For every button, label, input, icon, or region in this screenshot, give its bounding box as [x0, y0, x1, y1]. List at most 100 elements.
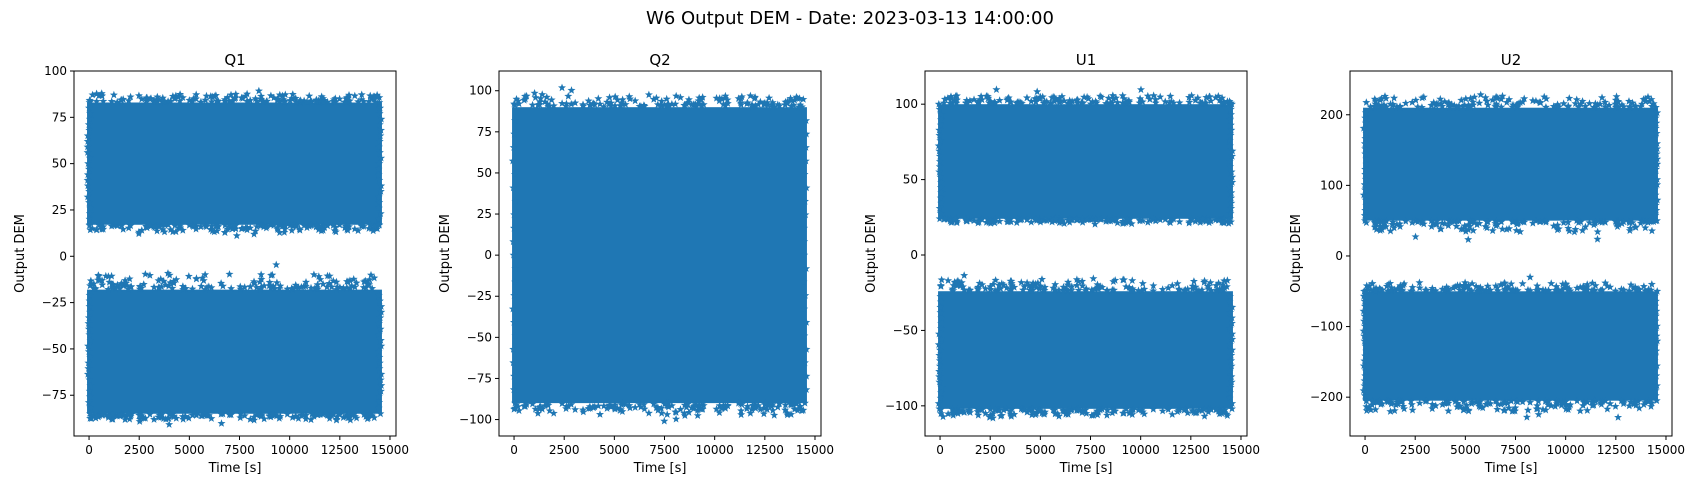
scatter-point — [1540, 92, 1549, 101]
scatter-point — [988, 413, 997, 422]
scatter-point — [1553, 220, 1562, 229]
scatter-point — [1449, 283, 1458, 292]
scatter-point — [1361, 371, 1370, 380]
scatter-point — [1226, 388, 1234, 397]
scatter-point — [1035, 284, 1044, 293]
scatter-point — [1228, 152, 1237, 160]
y-tick-label: −100 — [1310, 320, 1343, 334]
scatter-point — [85, 198, 94, 206]
scatter-point — [605, 100, 614, 108]
scatter-point — [377, 341, 386, 350]
scatter-point — [1361, 149, 1370, 158]
scatter-point — [1544, 287, 1553, 295]
scatter-point — [1220, 276, 1229, 285]
scatter-point — [1061, 284, 1070, 293]
scatter-point — [192, 274, 201, 282]
scatter-point — [1169, 215, 1178, 223]
scatter-point — [1396, 222, 1405, 230]
scatter-point — [1511, 403, 1520, 412]
scatter-point — [377, 302, 386, 310]
scatter-point — [1407, 396, 1415, 405]
scatter-point — [1204, 284, 1213, 293]
scatter-point — [1603, 404, 1612, 413]
scatter-point — [1512, 219, 1521, 228]
scatter-point — [748, 405, 756, 413]
scatter-point — [625, 92, 634, 100]
scatter-point — [98, 410, 106, 418]
scatter-point — [649, 95, 658, 103]
scatter-point — [250, 416, 259, 424]
scatter-point — [1078, 277, 1087, 285]
scatter-point — [1214, 279, 1223, 287]
scatter-point — [1468, 279, 1477, 288]
scatter-point — [940, 214, 949, 223]
scatter-point — [1123, 215, 1132, 223]
scatter-point — [90, 284, 99, 293]
scatter-point — [1526, 273, 1535, 281]
scatter-point — [1651, 311, 1660, 320]
scatter-point — [715, 96, 724, 105]
scatter-point — [1427, 216, 1436, 225]
scatter-point — [621, 100, 630, 108]
scatter-point — [156, 275, 165, 283]
scatter-point — [960, 271, 969, 279]
scatter-point — [1652, 307, 1661, 315]
scatter-point — [1483, 100, 1492, 109]
scatter-point — [522, 400, 531, 408]
scatter-point — [1505, 224, 1514, 233]
scatter-point — [243, 225, 252, 234]
scatter-band-2 — [1363, 291, 1658, 401]
scatter-point — [954, 409, 962, 417]
scatter-point — [1068, 215, 1077, 224]
scatter-point — [126, 92, 135, 101]
scatter-point — [283, 410, 292, 418]
scatter-point — [375, 159, 384, 167]
scatter-point — [1002, 404, 1011, 413]
scatter-point — [1601, 98, 1610, 106]
scatter-point — [1361, 170, 1370, 178]
scatter-point — [1614, 97, 1623, 106]
scatter-point — [1578, 97, 1587, 105]
scatter-point — [1411, 96, 1420, 104]
scatter-point — [934, 100, 943, 108]
scatter-point — [1531, 96, 1540, 105]
scatter-point — [1593, 100, 1602, 109]
scatter-point — [1651, 351, 1660, 360]
scatter-point — [1583, 398, 1592, 406]
scatter-point — [691, 401, 700, 409]
scatter-point — [949, 281, 958, 289]
scatter-point — [1566, 400, 1575, 409]
scatter-point — [107, 97, 116, 105]
scatter-point — [1028, 405, 1037, 413]
scatter-point — [1226, 141, 1234, 150]
y-tick-label: −25 — [467, 289, 492, 303]
scatter-point — [799, 277, 808, 286]
scatter-point — [1083, 215, 1092, 224]
scatter-point — [1507, 279, 1516, 288]
y-tick-label: 0 — [484, 248, 492, 262]
scatter-point — [340, 223, 349, 232]
scatter-point — [1475, 284, 1483, 292]
scatter-point — [92, 225, 101, 233]
scatter-point — [125, 415, 134, 423]
scatter-point — [974, 411, 983, 419]
scatter-point — [169, 279, 178, 287]
scatter-point — [1376, 95, 1384, 104]
scatter-point — [1413, 102, 1422, 111]
x-tick-label: 5000 — [1450, 443, 1481, 457]
scatter-point — [375, 319, 383, 327]
y-tick-label: −100 — [885, 399, 918, 413]
scatter-point — [768, 406, 777, 414]
scatter-point — [84, 313, 93, 322]
scatter-point — [250, 230, 259, 238]
scatter-point — [982, 218, 991, 226]
scatter-point — [1549, 221, 1558, 230]
scatter-point — [1193, 215, 1202, 224]
scatter-point — [85, 387, 94, 395]
scatter-point — [536, 402, 545, 411]
scatter-point — [291, 411, 300, 420]
y-tick-label: 100 — [895, 97, 918, 111]
scatter-point — [320, 96, 329, 104]
scatter-point — [937, 324, 945, 332]
scatter-point — [374, 330, 383, 339]
